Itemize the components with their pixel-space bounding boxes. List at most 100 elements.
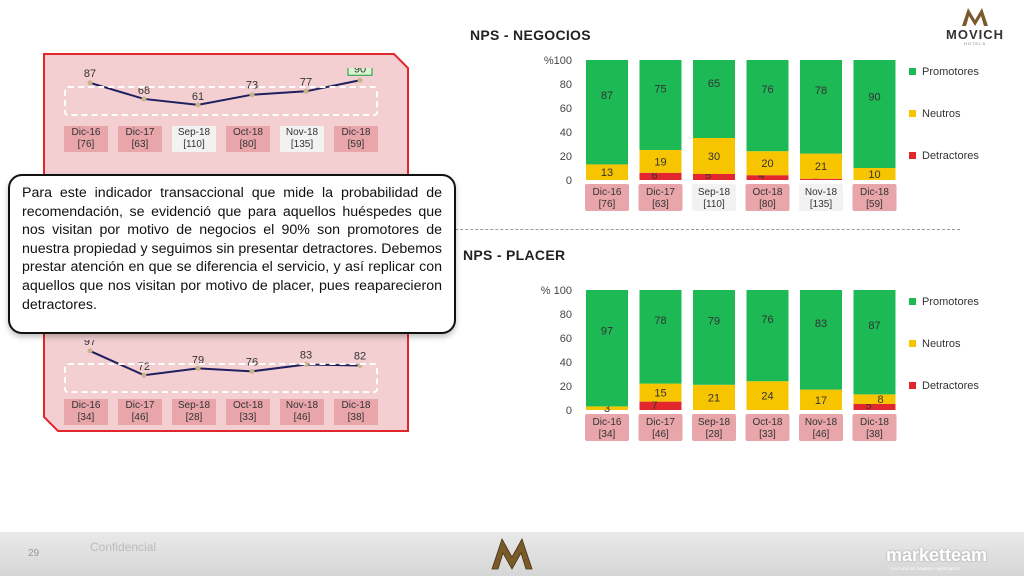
footer-brand-sub: CULTURA DE CAMBIO Y MERCADEO	[890, 566, 960, 571]
placer-bar-category-box	[638, 414, 683, 441]
placer-bar-category-label: Sep-18	[698, 417, 731, 428]
placer-bar-promotores	[586, 290, 628, 407]
negocios-bar-category-box	[852, 184, 897, 211]
placer-period-label: Nov-18 [46]	[280, 399, 324, 425]
placer-bar-label-promotores: 79	[708, 316, 720, 328]
negocios-y-tick-label: %100	[544, 55, 572, 67]
placer-line-value-label: 82	[354, 350, 366, 362]
negocios-bar-detractores	[800, 178, 842, 180]
placer-bar-category-label: Dic-18	[860, 417, 889, 428]
negocios-period-name: Sep-18	[177, 127, 211, 138]
negocios-bar-category-count: [135]	[810, 199, 832, 210]
negocios-bar-promotores	[639, 60, 682, 150]
negocios-period-count: [59]	[347, 139, 365, 150]
negocios-bar-category-count: [63]	[652, 199, 669, 210]
placer-bar-label-neutros: 24	[761, 391, 773, 403]
placer-bar-label-neutros: 17	[815, 395, 827, 407]
negocios-bar-label-neutros: 19	[654, 156, 666, 168]
negocios-line-value-label: 90	[354, 68, 366, 75]
placer-line-point	[195, 365, 201, 371]
placer-y-tick-label: 0	[566, 405, 572, 417]
placer-line-value-label: 83	[300, 350, 312, 362]
negocios-line-series	[89, 79, 361, 106]
placer-y-tick-label: 20	[560, 381, 572, 393]
placer-line-point	[249, 368, 255, 374]
negocios-bar-category-label: Dic-17	[646, 187, 675, 198]
placer-legend-label-promotores: Promotores	[922, 296, 979, 308]
negocios-period-count: [76]	[77, 139, 95, 150]
negocios-bar-label-promotores: 76	[761, 84, 773, 96]
negocios-bar-label-neutros: 21	[815, 161, 827, 173]
placer-bar-category-box	[692, 414, 736, 441]
placer-line-value-label: 76	[246, 356, 258, 368]
negocios-bar-neutros	[693, 138, 735, 174]
negocios-bar-neutros	[639, 150, 682, 173]
placer-bar-neutros	[746, 381, 789, 410]
placer-bar-label-promotores: 83	[815, 318, 827, 330]
negocios-bar-label-promotores: 87	[601, 90, 613, 102]
placer-line-point	[141, 372, 147, 378]
placer-period-labels: Dic-16 [34] Dic-17 [46] Sep-18 [28] Oct-18 [33]…	[62, 399, 392, 427]
negocios-bar-detractores	[746, 175, 789, 180]
placer-period-count: [33]	[239, 412, 257, 423]
negocios-period-name: Dic-17	[125, 127, 155, 138]
negocios-legend-swatch-detractores	[909, 152, 916, 159]
negocios-period-name: Oct-18	[232, 127, 263, 138]
negocios-period-label: Dic-16 [76]	[64, 126, 108, 152]
negocios-period-label: Dic-17 [63]	[118, 126, 162, 152]
placer-bar-label-neutros: 3	[604, 403, 610, 415]
negocios-bar-promotores	[746, 60, 789, 152]
placer-bar-category-count: [38]	[866, 429, 883, 440]
placer-period-label: Oct-18 [33]	[226, 399, 270, 425]
placer-bar-category-count: [33]	[759, 429, 776, 440]
negocios-y-tick-label: 40	[560, 127, 572, 139]
negocios-bar-category-count: [76]	[599, 199, 616, 210]
negocios-bar-promotores	[586, 60, 628, 165]
placer-legend-swatch-detractores	[909, 382, 916, 389]
placer-line-point	[87, 348, 93, 354]
negocios-legend-swatch-promotores	[909, 68, 916, 75]
negocios-line-value-label: 77	[300, 76, 312, 88]
placer-period-label: Dic-18 [38]	[334, 399, 378, 425]
negocios-bar-category-label: Oct-18	[752, 187, 782, 198]
negocios-y-tick-label: 0	[566, 175, 572, 187]
negocios-bar-label-promotores: 75	[654, 84, 666, 96]
footer-brand: marketteam	[886, 545, 988, 565]
negocios-line-point	[357, 77, 363, 83]
negocios-title: NPS - NEGOCIOS	[470, 27, 591, 43]
placer-bar-neutros	[639, 383, 682, 402]
negocios-line-value-label: 61	[192, 91, 204, 103]
negocios-period-count: [80]	[239, 139, 257, 150]
placer-bar-detractores	[853, 404, 896, 410]
placer-period-count: [28]	[185, 412, 203, 423]
negocios-bar-label-neutros: 10	[868, 169, 880, 181]
negocios-bar-category-count: [59]	[866, 199, 883, 210]
placer-line-value-label: 97	[84, 340, 96, 348]
negocios-line-point	[141, 96, 147, 102]
negocios-bar-category-count: [80]	[759, 199, 776, 210]
negocios-bar-category-box	[585, 184, 629, 211]
negocios-bar-category-box	[692, 184, 736, 211]
placer-bar-detractores	[639, 401, 682, 410]
negocios-y-tick-label: 20	[560, 151, 572, 163]
footer-confidential: Confidencial	[90, 540, 157, 554]
placer-y-tick-label: % 100	[541, 285, 572, 297]
placer-bar-category-count: [46]	[813, 429, 830, 440]
commentary-text: Para este indicador transaccional que mi…	[22, 185, 442, 313]
placer-bar-promotores	[853, 290, 896, 395]
negocios-legend-swatch-neutros	[909, 110, 916, 117]
placer-period-label: Dic-16 [34]	[64, 399, 108, 425]
negocios-bar-category-box	[638, 184, 683, 211]
negocios-period-name: Nov-18	[285, 127, 319, 138]
placer-bar-category-count: [28]	[706, 429, 723, 440]
negocios-period-labels: Dic-16 [76] Dic-17 [63] Sep-18 [110] Oct-18 [80…	[62, 126, 392, 154]
negocios-bar-neutros	[586, 164, 628, 180]
placer-period-count: [34]	[77, 412, 95, 423]
negocios-bar-label-neutros: 13	[601, 167, 613, 179]
placer-bar-category-box	[852, 414, 897, 441]
placer-period-label: Sep-18 [28]	[172, 399, 216, 425]
negocios-bar-promotores	[693, 60, 735, 138]
negocios-bar-label-detractores: 4	[758, 170, 764, 182]
placer-bar-promotores	[639, 290, 682, 384]
placer-legend-swatch-neutros	[909, 340, 916, 347]
